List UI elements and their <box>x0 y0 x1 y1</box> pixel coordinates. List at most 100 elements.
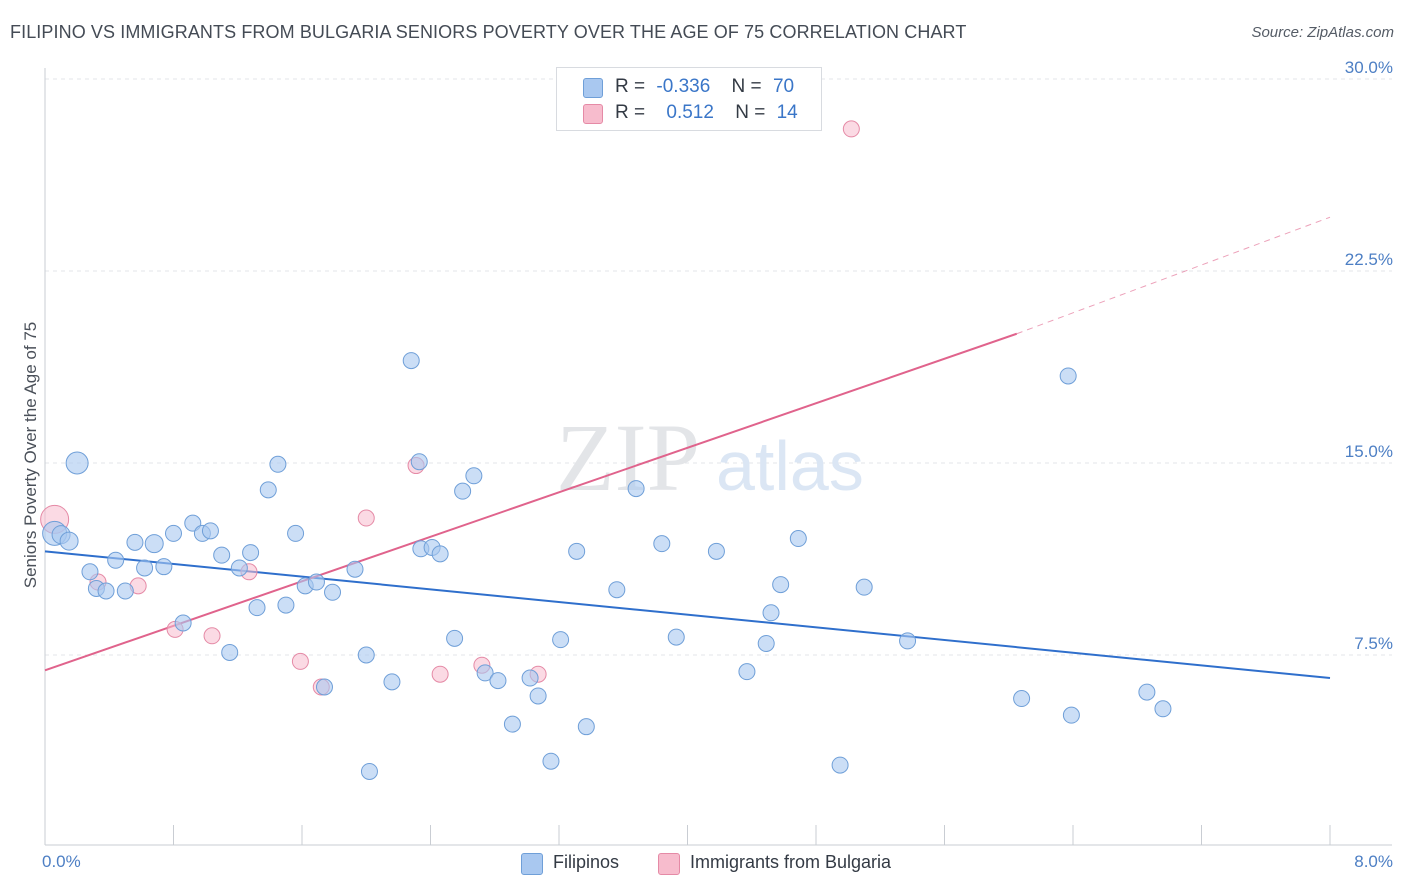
chart-title: FILIPINO VS IMMIGRANTS FROM BULGARIA SEN… <box>10 22 967 42</box>
data-point-filipinos <box>242 544 260 562</box>
data-point-filipinos <box>568 542 586 560</box>
legend-swatch-pink <box>583 104 603 124</box>
data-point-filipinos <box>65 451 89 475</box>
data-point-filipinos <box>144 534 164 554</box>
legend-r-value: -0.336 <box>656 76 711 97</box>
data-point-filipinos <box>667 628 685 646</box>
data-point-filipinos <box>521 669 539 687</box>
data-point-bulgaria <box>431 665 449 683</box>
data-point-filipinos <box>1154 700 1172 718</box>
trend-line-bulgaria-extension <box>1016 216 1331 335</box>
data-point-filipinos <box>360 762 378 780</box>
data-point-filipinos <box>402 352 420 370</box>
data-point-filipinos <box>738 663 756 681</box>
data-point-filipinos <box>277 596 295 614</box>
y-tick-label: 15.0% <box>1345 442 1393 461</box>
data-point-filipinos <box>577 718 595 736</box>
legend-r-label: R = <box>615 102 646 123</box>
y-tick-labels: 7.5% 15.0% 22.5% 30.0% <box>1345 58 1393 653</box>
legend-swatch-blue <box>583 78 603 98</box>
y-tick-label: 22.5% <box>1345 250 1393 269</box>
trend-line-bulgaria <box>44 332 1018 672</box>
legend-r-value: 0.512 <box>666 102 714 123</box>
data-point-filipinos <box>259 481 277 499</box>
data-point-filipinos <box>503 715 521 733</box>
source-label: Source: ZipAtlas.com <box>1251 24 1394 41</box>
data-point-filipinos <box>529 687 547 705</box>
data-point-filipinos <box>489 672 507 690</box>
data-point-filipinos <box>230 559 248 577</box>
axes <box>44 68 1392 846</box>
data-point-filipinos <box>410 453 428 471</box>
data-point-filipinos <box>772 576 790 594</box>
x-tick-label-max: 8.0% <box>1354 852 1393 871</box>
legend-text-filipinos: R = -0.336 N = 70 <box>615 76 794 98</box>
data-point-filipinos <box>201 522 219 540</box>
data-points <box>40 120 1172 780</box>
data-point-filipinos <box>59 531 79 551</box>
data-point-filipinos <box>542 752 560 770</box>
data-point-filipinos <box>627 480 645 498</box>
watermark: ZIP atlas <box>556 404 864 511</box>
watermark-atlas: atlas <box>716 427 864 505</box>
legend-n-value: 70 <box>772 76 795 97</box>
data-point-filipinos <box>855 578 873 596</box>
data-point-filipinos <box>155 558 173 576</box>
data-point-filipinos <box>107 551 125 569</box>
trend-lines <box>44 216 1331 680</box>
data-point-filipinos <box>287 524 305 542</box>
data-point-filipinos <box>707 542 725 560</box>
legend-n-value: 14 <box>776 102 798 123</box>
data-point-filipinos <box>165 524 182 542</box>
data-point-bulgaria <box>357 509 375 527</box>
trend-line-filipinos <box>44 550 1331 680</box>
data-point-filipinos <box>248 599 266 617</box>
data-point-filipinos <box>762 604 780 622</box>
data-point-filipinos <box>357 646 375 664</box>
legend-text-bulgaria: R = 0.512 N = 14 <box>615 102 798 124</box>
data-point-filipinos <box>1059 367 1077 385</box>
data-point-filipinos <box>221 643 239 661</box>
data-point-filipinos <box>757 634 775 652</box>
correlation-legend: R = -0.336 N = 70 R = 0.512 N = 14 <box>556 67 822 131</box>
legend-n-label: N = <box>735 102 766 123</box>
data-point-filipinos <box>552 631 570 649</box>
data-point-filipinos <box>899 632 917 650</box>
data-point-filipinos <box>324 583 342 601</box>
data-point-filipinos <box>116 582 134 600</box>
series-legend: Filipinos Immigrants from Bulgaria <box>0 852 1406 878</box>
data-point-filipinos <box>446 629 464 647</box>
data-point-filipinos <box>269 455 287 473</box>
data-point-filipinos <box>315 678 333 696</box>
data-point-filipinos <box>454 482 472 500</box>
data-point-filipinos <box>476 664 494 682</box>
data-point-filipinos <box>1138 683 1156 701</box>
data-point-filipinos <box>1062 706 1080 724</box>
data-point-bulgaria <box>842 120 860 138</box>
x-tick-label-min: 0.0% <box>42 852 81 871</box>
data-point-filipinos <box>307 573 325 591</box>
series-label-bulgaria: Immigrants from Bulgaria <box>690 852 892 872</box>
data-point-filipinos <box>346 560 364 578</box>
series-swatch-pink <box>658 853 680 875</box>
data-point-bulgaria <box>203 627 221 645</box>
data-point-filipinos <box>465 467 483 485</box>
data-point-bulgaria <box>291 652 309 670</box>
data-point-filipinos <box>789 530 807 548</box>
data-point-filipinos <box>81 563 99 581</box>
data-point-filipinos <box>383 673 401 691</box>
data-point-filipinos <box>831 756 849 774</box>
data-point-filipinos <box>213 546 231 564</box>
series-swatch-blue <box>521 853 543 875</box>
series-label-filipinos: Filipinos <box>553 852 620 872</box>
legend-n-label: N = <box>731 76 762 97</box>
data-point-filipinos <box>126 533 144 551</box>
data-point-filipinos <box>1013 690 1031 708</box>
watermark-zip: ZIP <box>556 404 700 511</box>
y-tick-label: 7.5% <box>1354 634 1393 653</box>
data-point-filipinos <box>653 535 671 553</box>
data-point-filipinos <box>97 582 115 600</box>
y-tick-label: 30.0% <box>1345 58 1393 77</box>
data-point-filipinos <box>136 559 154 577</box>
